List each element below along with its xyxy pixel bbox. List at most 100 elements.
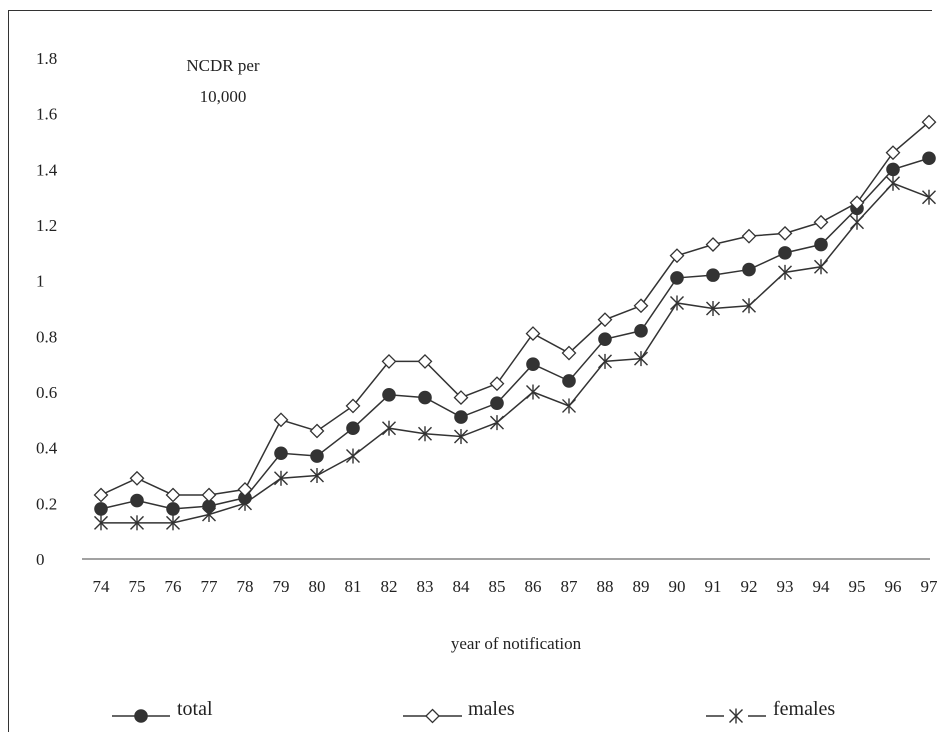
point-marker	[134, 709, 148, 723]
y-tick-label: 1.6	[36, 105, 57, 124]
point-marker	[741, 228, 757, 244]
legend-item-total: total	[112, 698, 213, 723]
point-marker	[778, 264, 792, 280]
point-marker	[418, 390, 432, 405]
point-marker	[382, 388, 396, 402]
point-marker	[381, 353, 397, 369]
point-marker	[561, 345, 577, 361]
point-marker	[94, 502, 108, 516]
point-marker	[274, 470, 288, 486]
point-marker	[453, 390, 469, 406]
x-tick-label: 88	[597, 577, 614, 596]
x-tick-label: 87	[561, 577, 579, 596]
series-total	[94, 151, 936, 516]
point-marker	[425, 708, 440, 724]
x-tick-label: 74	[93, 577, 111, 596]
point-marker	[310, 468, 324, 484]
point-marker	[201, 487, 217, 503]
point-marker	[418, 426, 432, 442]
point-marker	[670, 295, 684, 311]
x-tick-label: 76	[165, 577, 182, 596]
y-tick-label: 0.6	[36, 383, 57, 402]
point-marker	[525, 326, 541, 341]
point-marker	[346, 421, 360, 435]
chart-annotation-line-1: NCDR per	[186, 56, 260, 75]
point-marker	[922, 151, 936, 166]
point-marker	[850, 214, 864, 230]
point-marker	[634, 351, 648, 367]
point-marker	[526, 384, 540, 400]
chart-annotation-line-2: 10,000	[200, 87, 247, 106]
point-marker	[885, 145, 901, 161]
point-marker	[670, 271, 684, 285]
x-tick-label: 81	[345, 577, 362, 596]
point-marker	[526, 357, 540, 371]
x-tick-label: 89	[633, 577, 650, 596]
point-marker	[814, 259, 828, 275]
y-tick-label: 0.4	[36, 439, 58, 458]
y-tick-label: 1.4	[36, 160, 58, 179]
point-marker	[886, 175, 900, 191]
y-tick-label: 0	[36, 550, 45, 569]
point-marker	[166, 515, 180, 531]
y-tick-label: 1.2	[36, 216, 57, 235]
x-axis-label: year of notification	[451, 634, 582, 653]
point-marker	[94, 515, 108, 531]
point-marker	[489, 376, 505, 392]
point-marker	[706, 268, 720, 282]
y-tick-label: 0.8	[36, 327, 57, 346]
point-marker	[165, 487, 181, 503]
point-marker	[742, 298, 756, 314]
point-marker	[706, 301, 720, 317]
x-tick-label: 82	[381, 577, 398, 596]
point-marker	[742, 262, 756, 277]
series-line	[100, 121, 930, 496]
x-tick-label: 78	[237, 577, 254, 596]
point-marker	[849, 195, 865, 211]
point-marker	[310, 449, 324, 463]
point-marker	[274, 446, 288, 461]
x-tick-label: 85	[489, 577, 506, 596]
point-marker	[729, 708, 743, 724]
point-marker	[562, 398, 576, 414]
y-tick-label: 1.8	[36, 49, 57, 68]
legend-label: total	[177, 698, 213, 720]
legend-item-females: females	[706, 698, 835, 724]
series-males	[93, 114, 937, 503]
point-marker	[129, 470, 145, 486]
x-tick-label: 83	[417, 577, 434, 596]
point-marker	[273, 412, 289, 428]
x-tick-label: 77	[201, 577, 219, 596]
x-tick-label: 79	[273, 577, 290, 596]
point-marker	[814, 237, 828, 252]
point-marker	[597, 312, 613, 328]
point-marker	[130, 515, 144, 531]
chart-frame	[8, 10, 932, 732]
legend-label: females	[773, 698, 835, 720]
point-marker	[921, 114, 937, 130]
x-tick-label: 92	[741, 577, 758, 596]
point-marker	[238, 495, 252, 511]
point-marker	[633, 298, 649, 314]
point-marker	[130, 493, 144, 508]
point-marker	[490, 396, 504, 410]
x-tick-label: 97	[921, 577, 938, 596]
x-tick-label: 86	[525, 577, 542, 596]
x-tick-label: 94	[813, 577, 831, 596]
x-tick-label: 91	[705, 577, 722, 596]
point-marker	[417, 353, 433, 369]
x-tick-label: 75	[129, 577, 146, 596]
point-marker	[778, 246, 792, 260]
point-marker	[669, 248, 685, 264]
series-females	[94, 175, 936, 531]
y-tick-label: 1	[36, 272, 45, 291]
point-marker	[598, 332, 612, 346]
x-tick-label: 96	[885, 577, 902, 596]
x-tick-label: 84	[453, 577, 471, 596]
point-marker	[93, 487, 109, 503]
point-marker	[454, 410, 468, 424]
point-marker	[777, 225, 793, 241]
point-marker	[705, 237, 721, 252]
point-marker	[309, 423, 325, 439]
